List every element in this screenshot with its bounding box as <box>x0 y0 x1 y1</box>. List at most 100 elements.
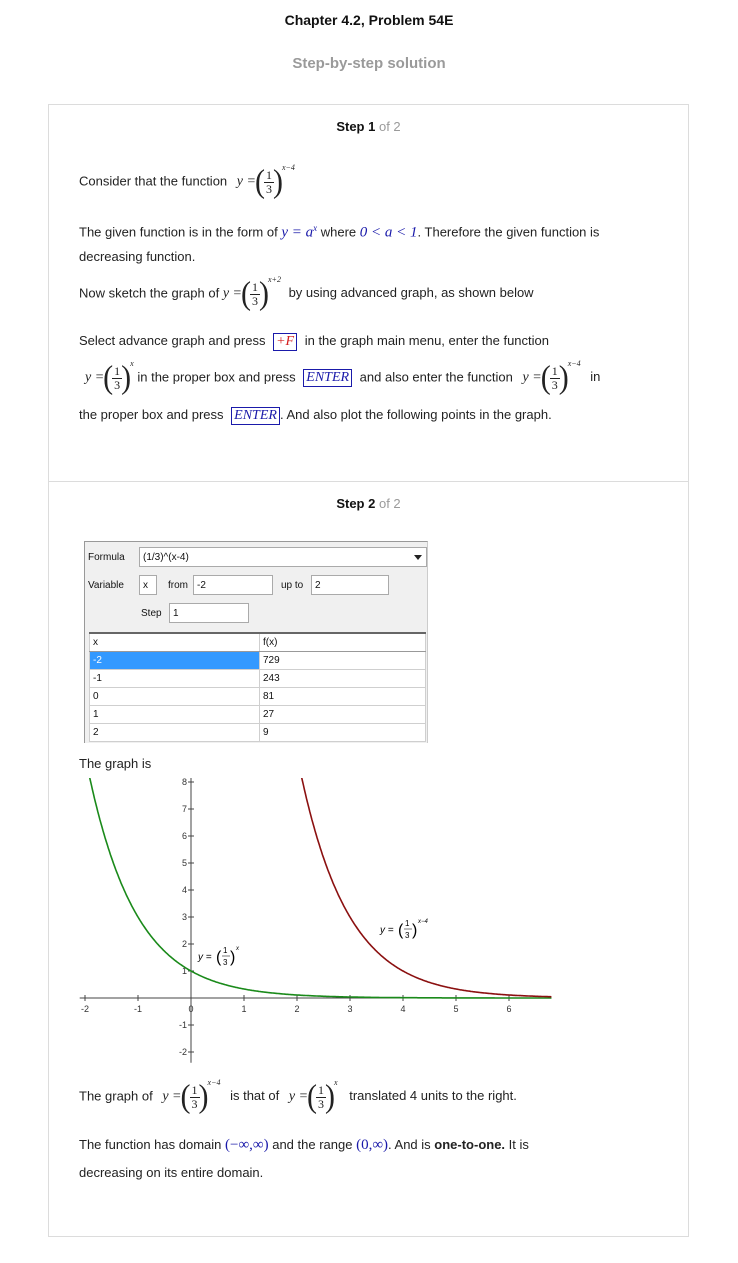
x-tick-label: 6 <box>506 1004 511 1014</box>
formula-dropdown[interactable]: (1/3)^(x-4) <box>139 547 427 567</box>
cell-fx[interactable]: 9 <box>259 722 426 742</box>
y-eq: y = <box>522 370 542 385</box>
cell-x[interactable]: 2 <box>89 722 260 742</box>
label-y-eq: y = <box>379 925 394 936</box>
label-one-third-pow-x: y = ( 1 3 ) x <box>197 946 240 967</box>
step-2-label: Step 2 <box>336 496 376 511</box>
table-row[interactable]: -2 729 <box>89 650 426 670</box>
y-tick-label: 2 <box>182 939 187 949</box>
select-post: in the graph main menu, enter the functi… <box>304 333 549 348</box>
y-tick-label: -2 <box>179 1047 187 1057</box>
select-pre: Select advance graph and press <box>79 333 266 348</box>
x-tick-label: 0 <box>188 1004 193 1014</box>
label-exp: x−4 <box>417 919 429 925</box>
y-tick-label: 3 <box>182 912 187 922</box>
x-tick-label: 4 <box>400 1004 405 1014</box>
cell-x[interactable]: -2 <box>89 650 260 670</box>
consider-text: Consider that the function <box>79 173 228 189</box>
exponent: x−4 <box>281 163 295 172</box>
range-pre: and the range <box>272 1137 353 1152</box>
graph-axes <box>79 778 552 1063</box>
x-tick-label: -1 <box>134 1004 142 1014</box>
step-1-label: Step 1 <box>336 119 376 134</box>
label-den: 3 <box>405 931 410 940</box>
range-value: (0,∞) <box>356 1137 389 1153</box>
label-paren-l: ( <box>216 949 222 966</box>
cell-fx[interactable]: 81 <box>259 686 426 706</box>
decreasing-domain-text: decreasing on its entire domain. <box>79 1165 264 1180</box>
y-tick-label: 8 <box>182 778 187 787</box>
step-field[interactable]: 1 <box>169 603 249 623</box>
step-1-card: Step 1 of 2 Consider that the function y… <box>48 104 689 482</box>
step-2-card: Step 2 of 2 <box>48 481 689 1237</box>
exponent: x <box>130 359 134 368</box>
table-row[interactable]: 0 81 <box>89 686 426 706</box>
cell-fx[interactable]: 243 <box>259 668 426 688</box>
y-tick-label: 7 <box>182 804 187 814</box>
step-1-of: of 2 <box>378 119 401 134</box>
the-proper-text: the proper box and press <box>79 407 224 422</box>
exponent: x−4 <box>207 1078 221 1087</box>
frac-den: 3 <box>265 181 272 196</box>
exponent: x−4 <box>567 359 581 368</box>
select-line: Select advance graph and press +F in the… <box>79 333 549 351</box>
col-fx-header: f(x) <box>259 632 426 652</box>
sketch-post: by using advanced graph, as shown below <box>288 285 534 301</box>
enter-key: ENTER <box>303 369 353 388</box>
enter-key-2: ENTER <box>231 407 280 425</box>
y-eq: y = <box>288 1089 309 1104</box>
chevron-down-icon <box>414 555 422 560</box>
y-tick-label: -1 <box>179 1020 187 1030</box>
variable-field[interactable]: x <box>139 575 157 595</box>
frac-num: 1 <box>549 363 560 379</box>
domain-pre: The function has domain <box>79 1137 222 1152</box>
frac-num: 1 <box>112 363 123 379</box>
translated-text: translated 4 units to the right. <box>349 1088 517 1104</box>
x-tick-label: -2 <box>81 1004 89 1014</box>
is-that-of-text: is that of <box>230 1088 280 1104</box>
given-pre: The given function is in the form of <box>79 224 278 240</box>
exponent: x <box>334 1078 338 1087</box>
given-form-exp: x <box>313 223 318 233</box>
cell-x[interactable]: -1 <box>89 668 260 688</box>
label-den: 3 <box>223 958 228 967</box>
curve-one-third-pow-x-minus-4 <box>300 778 552 998</box>
label-exp: x <box>235 946 240 952</box>
frac-den: 3 <box>252 293 258 308</box>
plot-line: the proper box and press ENTER. And also… <box>79 407 552 425</box>
table-row[interactable]: -1 243 <box>89 668 426 688</box>
x-tick-label: 5 <box>453 1004 458 1014</box>
from-field[interactable]: -2 <box>193 575 273 595</box>
exponent: x+2 <box>268 275 281 284</box>
cell-fx[interactable]: 27 <box>259 704 426 724</box>
frac-num: 1 <box>316 1082 327 1098</box>
table-row[interactable]: 1 27 <box>89 704 426 724</box>
cell-fx[interactable]: 729 <box>259 650 426 670</box>
formula-value: (1/3)^(x-4) <box>143 552 189 563</box>
given-line: The given function is in the form of y =… <box>79 223 599 241</box>
cell-x[interactable]: 1 <box>89 704 260 724</box>
upto-field[interactable]: 2 <box>311 575 389 595</box>
step-2-heading: Step 2 of 2 <box>49 496 688 511</box>
curve-one-third-pow-x <box>88 778 552 999</box>
y-eq: y = <box>236 174 256 189</box>
plus-f-key: +F <box>273 333 298 351</box>
label-paren-r: ) <box>230 949 235 966</box>
label-paren-l: ( <box>398 922 404 939</box>
cell-x[interactable]: 0 <box>89 686 260 706</box>
y-eq: y = <box>162 1089 182 1104</box>
page-subtitle: Step-by-step solution <box>292 55 446 72</box>
graph-of-text: The graph of <box>79 1088 153 1104</box>
y-tick-label: 5 <box>182 858 187 868</box>
frac-num: 1 <box>263 167 274 183</box>
x-tick-label: 3 <box>347 1004 352 1014</box>
y-tick-label: 1 <box>182 966 187 976</box>
